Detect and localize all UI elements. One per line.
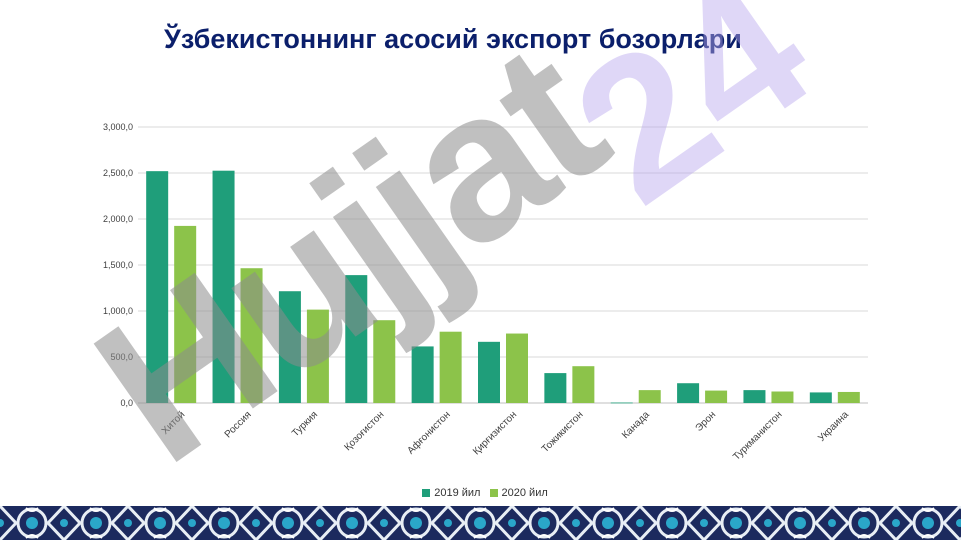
bar-2020: [240, 268, 263, 403]
y-tick-label: 1,500,0: [103, 260, 133, 270]
bar-2019: [411, 346, 434, 403]
legend-swatch-2019: [422, 489, 431, 497]
bar-2020: [306, 309, 329, 403]
bar-2019: [610, 402, 633, 404]
bar-2019: [743, 390, 766, 403]
legend-label-2020: 2020 йил: [501, 487, 548, 499]
chart-legend: 2019 йил 2020 йил: [0, 487, 961, 499]
x-tick-label: Хитой: [160, 409, 187, 436]
bar-2020: [373, 320, 396, 403]
bar-2020: [572, 366, 595, 403]
bar-2019: [278, 291, 301, 403]
y-tick-label: 0,0: [120, 398, 133, 408]
x-tick-label: Афғонистон: [405, 409, 453, 457]
y-tick-label: 500,0: [110, 352, 133, 362]
bar-2020: [638, 390, 661, 403]
y-axis-ticks: 0,0 500,0 1,000,0 1,500,0 2,000,0 2,500,0 3,00…: [103, 122, 133, 408]
bar-2020: [506, 333, 528, 403]
bar-2020: [439, 331, 462, 403]
bar-2020: [705, 390, 728, 403]
bar-2019: [146, 171, 169, 403]
legend-label-2019: 2019 йил: [434, 487, 481, 499]
x-tick-label: Қозоғистон: [342, 409, 386, 453]
x-tick-label: Туркия: [290, 409, 320, 439]
bar-2019: [544, 373, 567, 403]
bar-2019: [809, 392, 832, 403]
x-tick-label: Эрон: [694, 409, 719, 434]
bar-2020: [771, 391, 794, 403]
bar-2019: [345, 275, 368, 403]
x-tick-label: Тожикистон: [540, 409, 586, 455]
decorative-ornament-band: [0, 506, 961, 540]
x-tick-label: Украина: [816, 409, 851, 444]
legend-item-2020: 2020 йил: [489, 487, 548, 499]
slide-title: Ўзбекистоннинг асосий экспорт бозорлари: [164, 24, 742, 54]
x-tick-label: Канада: [620, 409, 652, 441]
bar-2019: [212, 170, 235, 403]
bar-2019: [677, 383, 700, 403]
y-tick-label: 3,000,0: [103, 122, 133, 132]
x-tick-label: Туркманистон: [731, 409, 784, 462]
y-tick-label: 1,000,0: [103, 306, 133, 316]
legend-swatch-2020: [489, 489, 498, 497]
x-axis-labels: Хитой Россия Туркия Қозоғистон Афғонистон Қир…: [160, 409, 851, 463]
bar-2020: [174, 225, 197, 403]
y-tick-label: 2,500,0: [103, 168, 133, 178]
bar-2019: [478, 341, 500, 403]
bars: [146, 170, 860, 404]
y-tick-label: 2,000,0: [103, 214, 133, 224]
bar-2020: [837, 391, 860, 403]
x-tick-label: Россия: [223, 409, 254, 440]
x-tick-label: Қирғизистон: [471, 409, 519, 457]
legend-item-2019: 2019 йил: [422, 487, 480, 499]
